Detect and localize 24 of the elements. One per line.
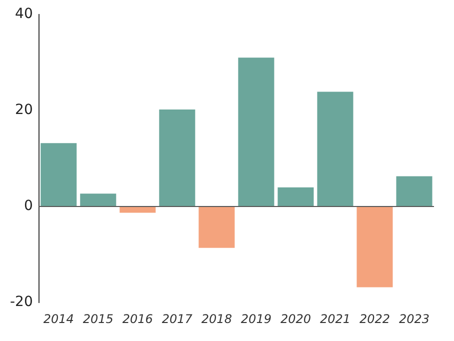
bar — [80, 194, 116, 207]
bar — [317, 92, 354, 207]
bar — [396, 176, 432, 207]
x-tick-label: 2021 — [320, 312, 350, 326]
x-tick-label: 2015 — [82, 312, 114, 326]
y-tick-label: 40 — [15, 6, 33, 22]
bar — [40, 143, 77, 207]
bar — [120, 206, 156, 213]
y-tick-label: 0 — [24, 198, 33, 214]
x-tick-label: 2014 — [43, 312, 74, 326]
y-tick-label: -20 — [10, 294, 33, 310]
x-tick-label: 2018 — [201, 312, 232, 326]
x-tick-label: 2023 — [398, 312, 430, 326]
bar — [278, 187, 314, 207]
x-tick-label: 2022 — [359, 312, 390, 326]
x-tick-label: 2017 — [162, 312, 193, 326]
bar — [238, 58, 274, 207]
x-tick-label: 2020 — [280, 312, 312, 326]
bar — [198, 206, 235, 248]
x-tick-label: 2019 — [240, 312, 272, 326]
bar — [356, 206, 393, 288]
x-tick-label: 2016 — [122, 312, 154, 326]
y-tick-label: 20 — [15, 102, 33, 118]
bar — [159, 110, 196, 207]
